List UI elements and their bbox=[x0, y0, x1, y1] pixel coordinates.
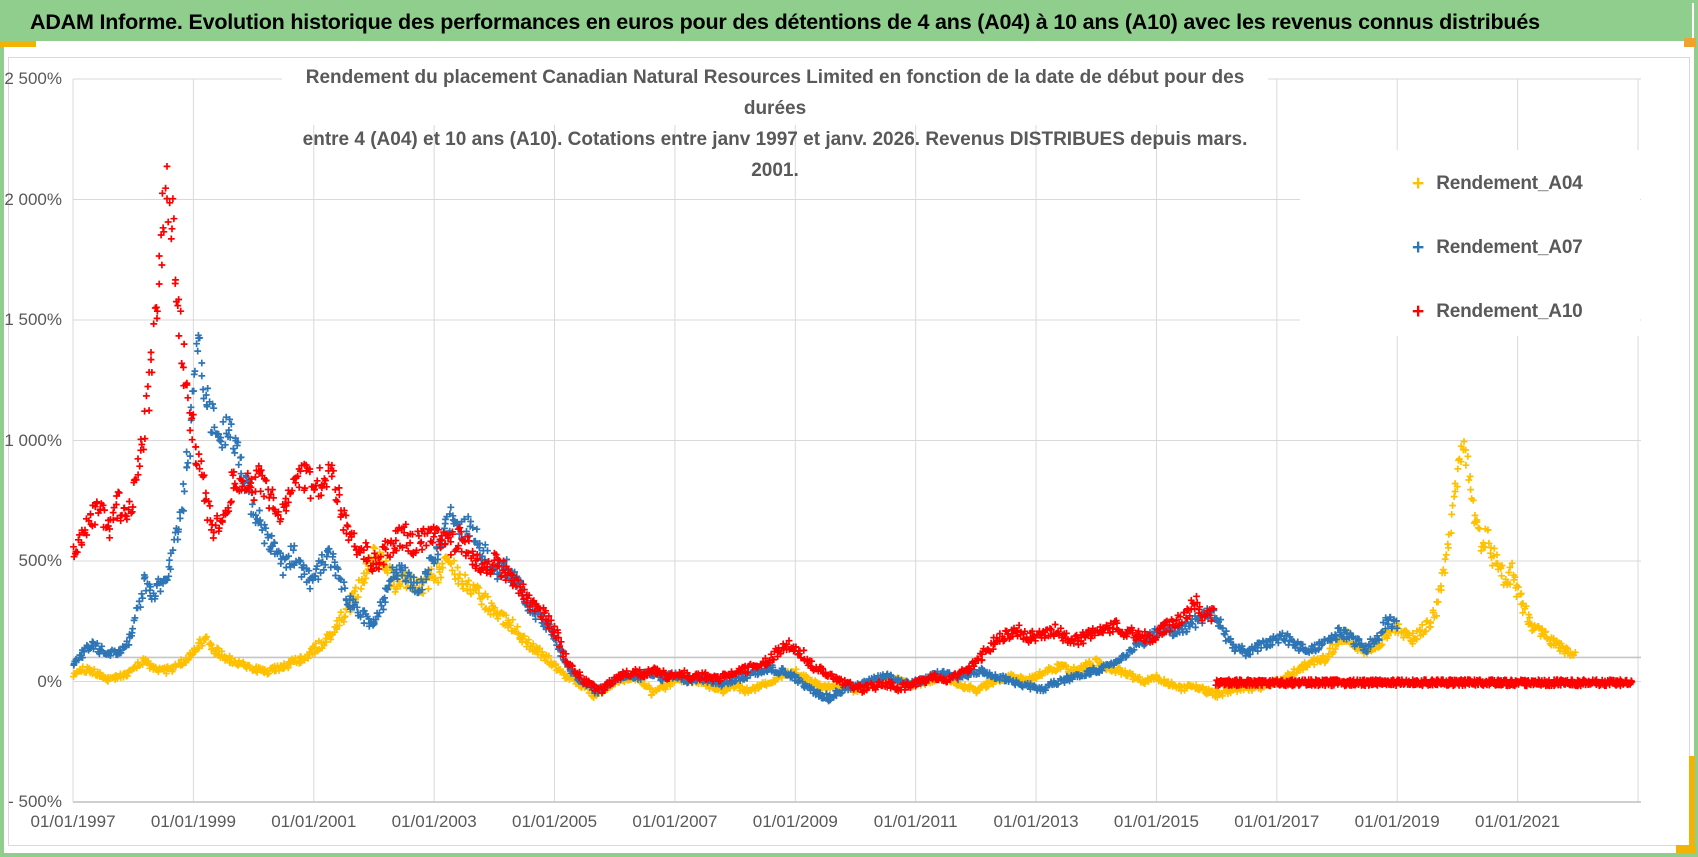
legend-entry-a10[interactable]: + Rendement_A10 bbox=[1412, 300, 1583, 324]
chart-title-line-2: entre 4 (A04) et 10 ans (A10). Cotations… bbox=[302, 129, 1248, 181]
page-border-left bbox=[0, 0, 4, 857]
selection-accent-top-left bbox=[0, 41, 36, 47]
y-tick-label-2000: 2 000% bbox=[4, 189, 62, 209]
plus-marker-icon-a04: + bbox=[1412, 172, 1425, 195]
selection-accent-bottom-right bbox=[1676, 845, 1696, 853]
legend-entry-a04[interactable]: + Rendement_A04 bbox=[1412, 172, 1583, 196]
plus-marker-icon-a10: + bbox=[1412, 300, 1425, 323]
chart-title-line-1: Rendement du placement Canadian Natural … bbox=[305, 67, 1245, 119]
x-tick-label-2003: 01/01/2003 bbox=[391, 812, 477, 831]
y-tick-label-2500: 2 500% bbox=[4, 69, 62, 88]
chart-title: Rendement du placement Canadian Natural … bbox=[282, 62, 1268, 186]
selection-accent-right bbox=[1689, 756, 1695, 852]
y-tick-label-0: 0% bbox=[37, 671, 62, 691]
x-tick-label-2021: 01/01/2021 bbox=[1475, 812, 1561, 831]
scatter-points-Rendement_A10 bbox=[70, 163, 1636, 697]
chart-title-background bbox=[282, 59, 1268, 125]
x-tick-label-1997: 01/01/1997 bbox=[30, 812, 116, 831]
selection-accent-top-right bbox=[1684, 38, 1696, 47]
x-tick-label-2005: 01/01/2005 bbox=[511, 812, 598, 831]
legend-background bbox=[1300, 150, 1640, 336]
legend-entry-a07[interactable]: + Rendement_A07 bbox=[1412, 236, 1583, 260]
plus-marker-icon-a07: + bbox=[1412, 236, 1425, 259]
page-border-bottom bbox=[0, 853, 1698, 857]
x-tick-label-2009: 01/01/2009 bbox=[752, 812, 838, 831]
x-tick-label-1999: 01/01/1999 bbox=[150, 812, 236, 831]
y-tick-label--500: - 500% bbox=[8, 792, 62, 811]
x-tick-label-2019: 01/01/2019 bbox=[1354, 812, 1440, 831]
banner-title-bar: ADAM Informe. Evolution historique des p… bbox=[4, 3, 1692, 41]
banner-title-text: ADAM Informe. Evolution historique des p… bbox=[30, 9, 1540, 34]
x-tick-label-2015: 01/01/2015 bbox=[1113, 812, 1199, 831]
y-tick-label-500: 500% bbox=[18, 551, 62, 570]
x-tick-label-2001: 01/01/2001 bbox=[271, 812, 357, 831]
legend-label-a07: Rendement_A07 bbox=[1436, 237, 1583, 258]
scatter-points-Rendement_A07 bbox=[70, 331, 1401, 705]
x-tick-label-2017: 01/01/2017 bbox=[1234, 812, 1320, 831]
x-tick-label-2013: 01/01/2013 bbox=[993, 812, 1079, 831]
x-tick-label-2007: 01/01/2007 bbox=[632, 812, 718, 831]
y-tick-label-1000: 1 000% bbox=[4, 430, 62, 450]
y-tick-label-1500: 1 500% bbox=[4, 310, 62, 329]
page-border-right bbox=[1694, 0, 1698, 857]
x-tick-label-2011: 01/01/2011 bbox=[873, 812, 958, 831]
legend-label-a10: Rendement_A10 bbox=[1436, 301, 1583, 322]
page-border-top bbox=[0, 0, 1698, 3]
legend-label-a04: Rendement_A04 bbox=[1436, 173, 1583, 194]
